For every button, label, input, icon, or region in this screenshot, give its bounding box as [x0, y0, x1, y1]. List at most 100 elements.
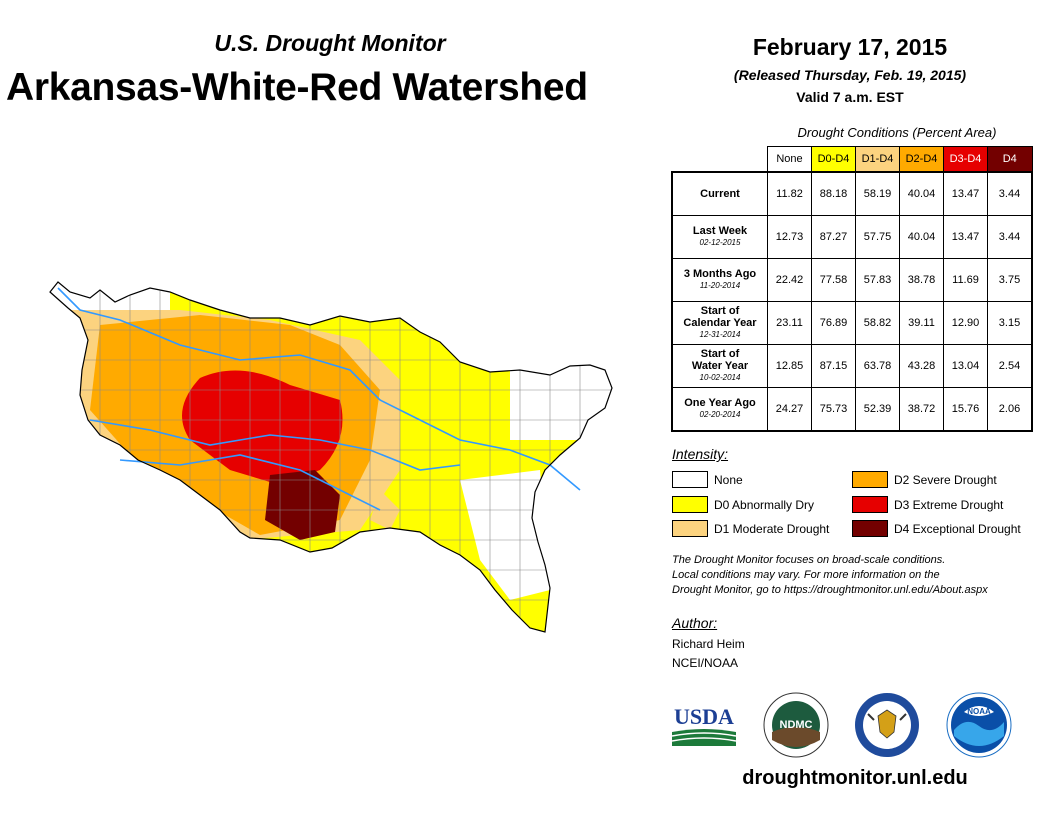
- col-d3-d4: D3-D4: [943, 146, 988, 173]
- legend-item-d2: D2 Severe Drought: [852, 471, 997, 488]
- author-name: Richard Heim: [672, 637, 745, 651]
- table-cell: 3.75: [987, 258, 1033, 302]
- table-cell: 40.04: [899, 215, 944, 259]
- legend-title: Intensity:: [672, 446, 729, 462]
- table-cell: 38.78: [899, 258, 944, 302]
- col-d0-d4: D0-D4: [811, 146, 856, 173]
- table-cell: 12.90: [943, 301, 988, 345]
- table-row: 3 Months Ago 11-20-2014 22.42 77.58 57.83…: [671, 258, 1033, 302]
- table-cell: 75.73: [811, 387, 856, 432]
- table-cell: 11.69: [943, 258, 988, 302]
- drought-map: [49, 281, 613, 633]
- author-title: Author:: [672, 615, 718, 631]
- map-title: Arkansas-White-Red Watershed: [6, 66, 588, 109]
- note-line: Local conditions may vary. For more info…: [672, 569, 940, 581]
- table-header-row: None D0-D4 D1-D4 D2-D4 D3-D4 D4: [672, 146, 1033, 173]
- legend-swatch: [852, 520, 888, 537]
- table-cell: 87.15: [811, 344, 856, 388]
- table-cell: 43.28: [899, 344, 944, 388]
- legend-label: None: [714, 472, 743, 487]
- table-cell: 13.04: [943, 344, 988, 388]
- table-cell: 58.82: [855, 301, 900, 345]
- map-date: February 17, 2015: [752, 34, 948, 60]
- map-subtitle: U.S. Drought Monitor: [214, 30, 446, 56]
- legend-label: D2 Severe Drought: [894, 472, 997, 487]
- ndmc-logo-icon: NDMC: [763, 692, 829, 758]
- legend-item-d4: D4 Exceptional Drought: [852, 520, 1021, 537]
- table-cell: 63.78: [855, 344, 900, 388]
- legend-swatch: [852, 496, 888, 513]
- table-row: Current 11.82 88.18 58.19 40.04 13.47 3.…: [671, 171, 1033, 216]
- table-row: Last Week 02-12-2015 12.73 87.27 57.75 40…: [671, 215, 1033, 259]
- row-label: Last Week 02-12-2015: [671, 215, 768, 259]
- table-cell: 11.82: [767, 171, 812, 216]
- table-cell: 2.54: [987, 344, 1033, 388]
- col-d4: D4: [987, 146, 1033, 173]
- table-cell: 76.89: [811, 301, 856, 345]
- legend-swatch: [852, 471, 888, 488]
- author-org: NCEI/NOAA: [672, 656, 739, 670]
- table-cell: 24.27: [767, 387, 812, 432]
- svg-text:NDMC: NDMC: [780, 719, 813, 731]
- row-label: Start of Water Year 10-02-2014: [671, 344, 768, 388]
- table-cell: 57.75: [855, 215, 900, 259]
- table-cell: 3.44: [987, 171, 1033, 216]
- table-cell: 23.11: [767, 301, 812, 345]
- table-cell: 3.15: [987, 301, 1033, 345]
- table-cell: 12.85: [767, 344, 812, 388]
- table-cell: 15.76: [943, 387, 988, 432]
- rivers: [57, 287, 581, 511]
- svg-text:NOAA: NOAA: [967, 707, 991, 716]
- table-cell: 13.47: [943, 171, 988, 216]
- legend-swatch: [672, 471, 708, 488]
- col-d2-d4: D2-D4: [899, 146, 944, 173]
- table-row: Start of Water Year 10-02-2014 12.85 87.15…: [671, 344, 1033, 388]
- note-line: The Drought Monitor focuses on broad-sca…: [672, 554, 946, 566]
- table-cell: 87.27: [811, 215, 856, 259]
- legend-item-d1: D1 Moderate Drought: [672, 520, 829, 537]
- table-cell: 77.58: [811, 258, 856, 302]
- legend-label: D4 Exceptional Drought: [894, 521, 1021, 536]
- table-cell: 2.06: [987, 387, 1033, 432]
- table-cell: 3.44: [987, 215, 1033, 259]
- table-cell: 38.72: [899, 387, 944, 432]
- table-cell: 58.19: [855, 171, 900, 216]
- table-title: Drought Conditions (Percent Area): [797, 125, 997, 140]
- legend-swatch: [672, 496, 708, 513]
- release-date: (Released Thursday, Feb. 19, 2015): [733, 67, 967, 83]
- website-url: droughtmonitor.unl.edu: [742, 767, 968, 789]
- svg-text:USDA: USDA: [674, 704, 734, 729]
- drought-table: None D0-D4 D1-D4 D2-D4 D3-D4 D4 Current …: [671, 146, 1033, 432]
- legend-swatch: [672, 520, 708, 537]
- noaa-logo-icon: NOAA: [946, 692, 1012, 758]
- row-label: Start of Calendar Year 12-31-2014: [671, 301, 768, 345]
- col-none: None: [767, 146, 812, 173]
- row-label: 3 Months Ago 11-20-2014: [671, 258, 768, 302]
- table-cell: 57.83: [855, 258, 900, 302]
- legend-item-d3: D3 Extreme Drought: [852, 496, 1003, 513]
- legend-item-none: None: [672, 471, 743, 488]
- row-label: Current: [671, 171, 768, 216]
- legend-label: D1 Moderate Drought: [714, 521, 830, 536]
- legend-label: D0 Abnormally Dry: [714, 497, 815, 512]
- note-line: Drought Monitor, go to https://droughtmo…: [672, 584, 988, 596]
- table-cell: 13.47: [943, 215, 988, 259]
- table-cell: 52.39: [855, 387, 900, 432]
- note-text: The Drought Monitor focuses on broad-sca…: [672, 553, 1042, 598]
- table-cell: 12.73: [767, 215, 812, 259]
- table-cell: 88.18: [811, 171, 856, 216]
- table-row: Start of Calendar Year 12-31-2014 23.11 76…: [671, 301, 1033, 345]
- col-d1-d4: D1-D4: [855, 146, 900, 173]
- header-blank: [672, 146, 768, 172]
- commerce-seal-icon: [855, 693, 919, 757]
- table-cell: 39.11: [899, 301, 944, 345]
- table-cell: 22.42: [767, 258, 812, 302]
- table-cell: 40.04: [899, 171, 944, 216]
- legend-item-d0: D0 Abnormally Dry: [672, 496, 814, 513]
- watershed-outline: [49, 281, 613, 633]
- valid-time: Valid 7 a.m. EST: [796, 89, 904, 105]
- legend-label: D3 Extreme Drought: [894, 497, 1004, 512]
- row-label: One Year Ago 02-20-2014: [671, 387, 768, 432]
- usda-logo-icon: USDA: [671, 704, 737, 746]
- table-row: One Year Ago 02-20-2014 24.27 75.73 52.39…: [671, 387, 1033, 432]
